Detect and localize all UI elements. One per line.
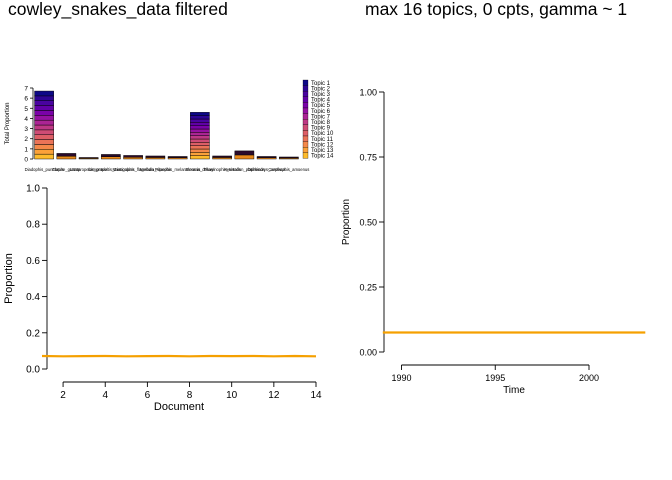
x-tick-label: Nerodia_sipedon	[140, 167, 172, 172]
legend-label: Topic 1	[311, 81, 331, 87]
y-tick-label: 0	[24, 157, 28, 164]
x-tick-label: Pituophis_melanoleucus	[155, 167, 200, 172]
y-tick-label: 1	[24, 146, 28, 153]
y-tick-label: 0.00	[359, 348, 377, 358]
bar-segment	[123, 155, 143, 158]
x-tick-label: 8	[187, 390, 193, 401]
x-tick-label: Elaphe_guttata	[52, 167, 81, 172]
x-tick-label: Lampropeltis_getula	[70, 167, 108, 172]
x-tick-label: Heterodon_platirhinos	[224, 167, 265, 172]
x-tick-label: 6	[145, 390, 151, 401]
bar-segment	[190, 112, 210, 116]
legend-label: Topic 9	[311, 126, 331, 132]
y-axis-label: Proportion	[341, 199, 352, 245]
bar-segment	[212, 155, 232, 158]
y-tick-label: 0.6	[26, 256, 40, 267]
x-tick-label: 1995	[485, 373, 505, 383]
y-tick-label: 1.00	[359, 88, 377, 98]
legend-label: Topic 8	[311, 120, 331, 126]
y-tick-label: 5	[24, 106, 28, 113]
y-tick-label: 3	[24, 126, 28, 133]
bar-segment	[145, 155, 166, 158]
x-tick-label: Lampropeltis_triangulum	[88, 167, 134, 172]
legend-label: Topic 2	[311, 86, 331, 92]
y-tick-label: 0.2	[26, 328, 40, 339]
x-tick-label: 1990	[391, 373, 411, 383]
legend-label: Topic 10	[311, 131, 334, 137]
legend-label: Topic 14	[311, 154, 334, 160]
bar-segment	[279, 156, 299, 159]
legend-swatch	[302, 152, 309, 159]
y-tick-label: 6	[24, 96, 28, 103]
y-axis-label: Total Proportion	[5, 102, 11, 144]
x-tick-label: 10	[226, 390, 238, 401]
y-tick-label: 0.25	[359, 283, 377, 293]
legend-label: Topic 13	[311, 148, 334, 154]
y-tick-label: 7	[24, 86, 28, 93]
y-tick-label: 1.0	[26, 184, 40, 195]
legend-label: Topic 4	[311, 98, 331, 104]
x-tick-label: 4	[102, 390, 108, 401]
x-tick-label: Masticophis_flagellum	[113, 167, 155, 172]
legend-label: Topic 11	[311, 137, 334, 143]
x-tick-label: 2000	[579, 373, 599, 383]
x-tick-label: 12	[268, 390, 280, 401]
bar-segment	[167, 156, 188, 158]
bar-segment	[34, 90, 54, 97]
y-tick-label: 0.8	[26, 220, 40, 231]
bar-segment	[56, 153, 77, 157]
legend-label: Topic 7	[311, 114, 331, 120]
bar-segment	[234, 150, 255, 156]
y-tick-label: 2	[24, 136, 28, 143]
x-tick-label: 14	[310, 390, 322, 401]
y-tick-label: 0.0	[26, 365, 40, 376]
x-tick-label: Thamnophis_sirtalis	[204, 167, 241, 172]
legend-label: Topic 5	[311, 103, 331, 109]
x-tick-label: Opheodrys_aestivus	[248, 167, 286, 172]
x-axis-label: Time	[503, 385, 525, 396]
y-tick-label: 0.50	[359, 218, 377, 228]
y-axis-label: Proportion	[3, 253, 15, 304]
x-tick-label: 2	[60, 390, 66, 401]
y-tick-label: 0.75	[359, 153, 377, 163]
bar-segment	[256, 156, 277, 158]
bar-segment	[78, 157, 99, 159]
x-tick-label: Carphophis_amoenus	[268, 167, 309, 172]
y-tick-label: 0.4	[26, 292, 40, 303]
left-chart-title: cowley_snakes_data filtered	[8, 0, 228, 19]
right-chart-title: max 16 topics, 0 cpts, gamma ~ 1	[365, 0, 628, 19]
legend-label: Topic 6	[311, 109, 331, 115]
x-tick-label: Diadophis_punctatus	[25, 167, 64, 172]
x-tick-label: Storeria_dekayi	[185, 167, 214, 172]
x-axis-label: Document	[154, 401, 204, 413]
legend-label: Topic 3	[311, 92, 331, 98]
legend-label: Topic 12	[311, 142, 334, 148]
y-tick-label: 4	[24, 116, 28, 123]
bar-segment	[101, 154, 121, 157]
